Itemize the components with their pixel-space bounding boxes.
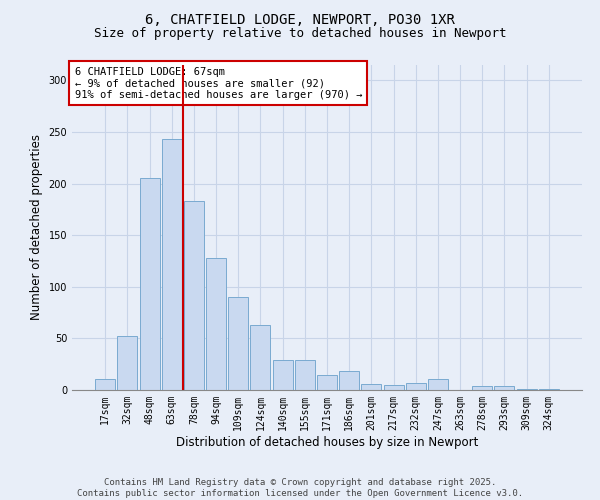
Bar bbox=[272, 360, 293, 390]
X-axis label: Distribution of detached houses by size in Newport: Distribution of detached houses by size … bbox=[176, 436, 478, 448]
Bar bbox=[406, 383, 426, 390]
Bar bbox=[228, 297, 248, 390]
Text: 6, CHATFIELD LODGE, NEWPORT, PO30 1XR: 6, CHATFIELD LODGE, NEWPORT, PO30 1XR bbox=[145, 12, 455, 26]
Bar bbox=[539, 389, 559, 390]
Bar bbox=[250, 325, 271, 390]
Bar bbox=[383, 385, 404, 390]
Bar bbox=[339, 372, 359, 390]
Bar bbox=[517, 389, 536, 390]
Bar bbox=[494, 386, 514, 390]
Text: Size of property relative to detached houses in Newport: Size of property relative to detached ho… bbox=[94, 28, 506, 40]
Bar bbox=[118, 336, 137, 390]
Bar bbox=[162, 140, 182, 390]
Y-axis label: Number of detached properties: Number of detached properties bbox=[30, 134, 43, 320]
Bar bbox=[184, 201, 204, 390]
Bar bbox=[317, 374, 337, 390]
Text: 6 CHATFIELD LODGE: 67sqm
← 9% of detached houses are smaller (92)
91% of semi-de: 6 CHATFIELD LODGE: 67sqm ← 9% of detache… bbox=[74, 66, 362, 100]
Bar bbox=[95, 378, 115, 390]
Bar bbox=[206, 258, 226, 390]
Bar bbox=[472, 386, 492, 390]
Bar bbox=[428, 378, 448, 390]
Text: Contains HM Land Registry data © Crown copyright and database right 2025.
Contai: Contains HM Land Registry data © Crown c… bbox=[77, 478, 523, 498]
Bar bbox=[140, 178, 160, 390]
Bar bbox=[295, 360, 315, 390]
Bar bbox=[361, 384, 382, 390]
